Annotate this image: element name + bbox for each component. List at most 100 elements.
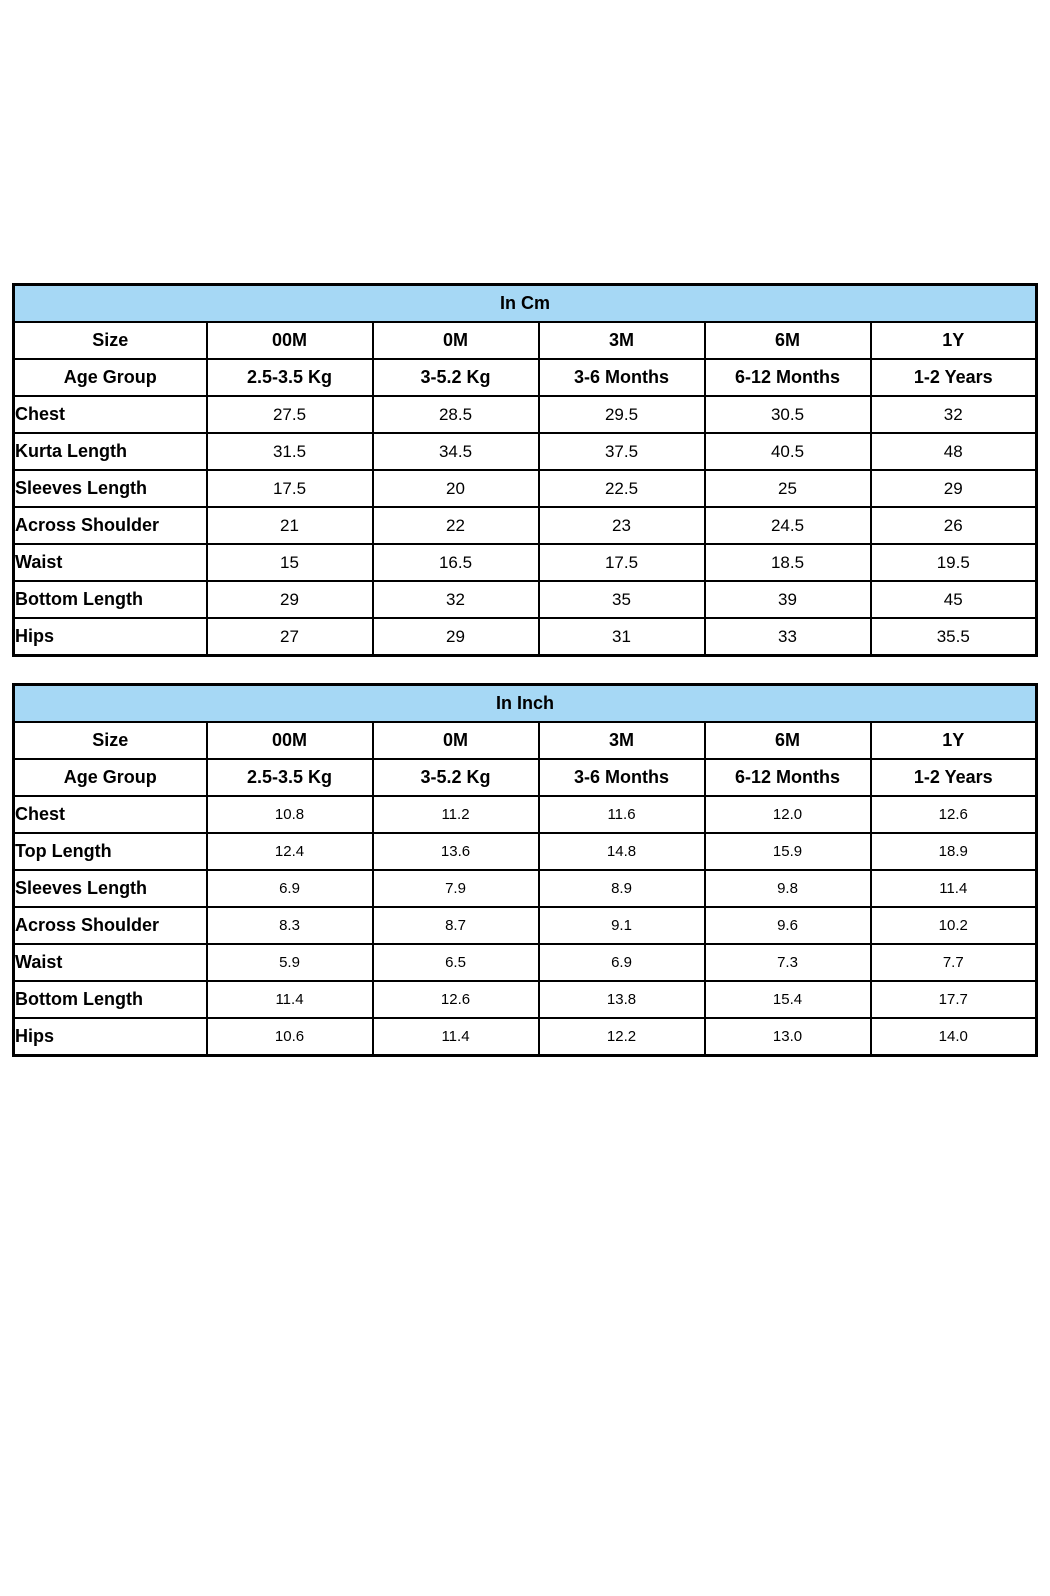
cell-value: 29 — [371, 617, 540, 657]
column-header-1y: 1Y — [869, 321, 1038, 360]
row-label: Waist — [12, 943, 208, 982]
age-group-label: Age Group — [12, 758, 208, 797]
size-charts: In Cm Size 00M 0M 3M 6M 1Y Age Group 2.5-3.5 Kg 3… — [12, 283, 1038, 1083]
table-row: Sleeves Length 6.9 7.9 8.9 9.8 11.4 — [12, 869, 1038, 908]
cell-value: 12.2 — [537, 1017, 706, 1057]
table-title-row: In Inch — [12, 683, 1038, 723]
cell-value: 11.4 — [205, 980, 374, 1019]
cell-value: 29.5 — [537, 395, 706, 434]
cell-value: 27.5 — [205, 395, 374, 434]
cell-value: 48 — [869, 432, 1038, 471]
table-row: Sleeves Length 17.5 20 22.5 25 29 — [12, 469, 1038, 508]
cell-value: 21 — [205, 506, 374, 545]
size-header-label: Size — [12, 721, 208, 760]
age-group-value: 3-6 Months — [537, 758, 706, 797]
cell-value: 12.6 — [869, 795, 1038, 834]
cell-value: 32 — [371, 580, 540, 619]
cell-value: 17.7 — [869, 980, 1038, 1019]
row-label: Bottom Length — [12, 580, 208, 619]
row-label: Top Length — [12, 832, 208, 871]
cell-value: 13.6 — [371, 832, 540, 871]
cell-value: 25 — [703, 469, 872, 508]
cell-value: 39 — [703, 580, 872, 619]
column-header-0m: 0M — [371, 721, 540, 760]
cell-value: 14.0 — [869, 1017, 1038, 1057]
age-group-value: 6-12 Months — [703, 758, 872, 797]
table-row: Bottom Length 29 32 35 39 45 — [12, 580, 1038, 619]
age-group-row: Age Group 2.5-3.5 Kg 3-5.2 Kg 3-6 Months 6-1… — [12, 358, 1038, 397]
table-row: Hips 10.6 11.4 12.2 13.0 14.0 — [12, 1017, 1038, 1057]
row-label: Across Shoulder — [12, 506, 208, 545]
cell-value: 10.8 — [205, 795, 374, 834]
cell-value: 31 — [537, 617, 706, 657]
cell-value: 17.5 — [205, 469, 374, 508]
table-title: In Cm — [12, 283, 1038, 323]
cell-value: 9.8 — [703, 869, 872, 908]
size-header-label: Size — [12, 321, 208, 360]
cell-value: 12.6 — [371, 980, 540, 1019]
cell-value: 7.9 — [371, 869, 540, 908]
cell-value: 10.2 — [869, 906, 1038, 945]
column-header-6m: 6M — [703, 721, 872, 760]
age-group-row: Age Group 2.5-3.5 Kg 3-5.2 Kg 3-6 Months 6-1… — [12, 758, 1038, 797]
cell-value: 15 — [205, 543, 374, 582]
table-row: Across Shoulder 8.3 8.7 9.1 9.6 10.2 — [12, 906, 1038, 945]
cell-value: 30.5 — [703, 395, 872, 434]
cell-value: 12.0 — [703, 795, 872, 834]
cell-value: 8.9 — [537, 869, 706, 908]
cell-value: 24.5 — [703, 506, 872, 545]
age-group-value: 3-5.2 Kg — [371, 358, 540, 397]
cell-value: 9.1 — [537, 906, 706, 945]
row-label: Kurta Length — [12, 432, 208, 471]
cell-value: 37.5 — [537, 432, 706, 471]
cell-value: 45 — [869, 580, 1038, 619]
column-header-1y: 1Y — [869, 721, 1038, 760]
cell-value: 20 — [371, 469, 540, 508]
age-group-label: Age Group — [12, 358, 208, 397]
table-row: Across Shoulder 21 22 23 24.5 26 — [12, 506, 1038, 545]
cell-value: 10.6 — [205, 1017, 374, 1057]
age-group-value: 2.5-3.5 Kg — [205, 758, 374, 797]
age-group-value: 1-2 Years — [869, 758, 1038, 797]
cell-value: 31.5 — [205, 432, 374, 471]
cell-value: 28.5 — [371, 395, 540, 434]
size-header-row: Size 00M 0M 3M 6M 1Y — [12, 321, 1038, 360]
table-row: Kurta Length 31.5 34.5 37.5 40.5 48 — [12, 432, 1038, 471]
cell-value: 12.4 — [205, 832, 374, 871]
cell-value: 29 — [205, 580, 374, 619]
cell-value: 6.9 — [205, 869, 374, 908]
table-row: Waist 15 16.5 17.5 18.5 19.5 — [12, 543, 1038, 582]
row-label: Chest — [12, 795, 208, 834]
cell-value: 27 — [205, 617, 374, 657]
cell-value: 8.3 — [205, 906, 374, 945]
column-header-00m: 00M — [205, 721, 374, 760]
cell-value: 16.5 — [371, 543, 540, 582]
cell-value: 11.4 — [371, 1017, 540, 1057]
age-group-value: 6-12 Months — [703, 358, 872, 397]
row-label: Sleeves Length — [12, 869, 208, 908]
cell-value: 11.4 — [869, 869, 1038, 908]
age-group-value: 1-2 Years — [869, 358, 1038, 397]
column-header-3m: 3M — [537, 321, 706, 360]
cell-value: 33 — [703, 617, 872, 657]
cell-value: 11.2 — [371, 795, 540, 834]
cell-value: 13.0 — [703, 1017, 872, 1057]
row-label: Across Shoulder — [12, 906, 208, 945]
row-label: Chest — [12, 395, 208, 434]
table-row: Top Length 12.4 13.6 14.8 15.9 18.9 — [12, 832, 1038, 871]
cell-value: 22 — [371, 506, 540, 545]
table-title-row: In Cm — [12, 283, 1038, 323]
column-header-3m: 3M — [537, 721, 706, 760]
cell-value: 34.5 — [371, 432, 540, 471]
column-header-0m: 0M — [371, 321, 540, 360]
cell-value: 19.5 — [869, 543, 1038, 582]
cell-value: 18.9 — [869, 832, 1038, 871]
size-chart-inch: In Inch Size 00M 0M 3M 6M 1Y Age Group 2.5-3.5 K… — [12, 683, 1038, 1057]
cell-value: 35 — [537, 580, 706, 619]
cell-value: 7.7 — [869, 943, 1038, 982]
column-header-00m: 00M — [205, 321, 374, 360]
table-row: Chest 10.8 11.2 11.6 12.0 12.6 — [12, 795, 1038, 834]
cell-value: 9.6 — [703, 906, 872, 945]
cell-value: 13.8 — [537, 980, 706, 1019]
